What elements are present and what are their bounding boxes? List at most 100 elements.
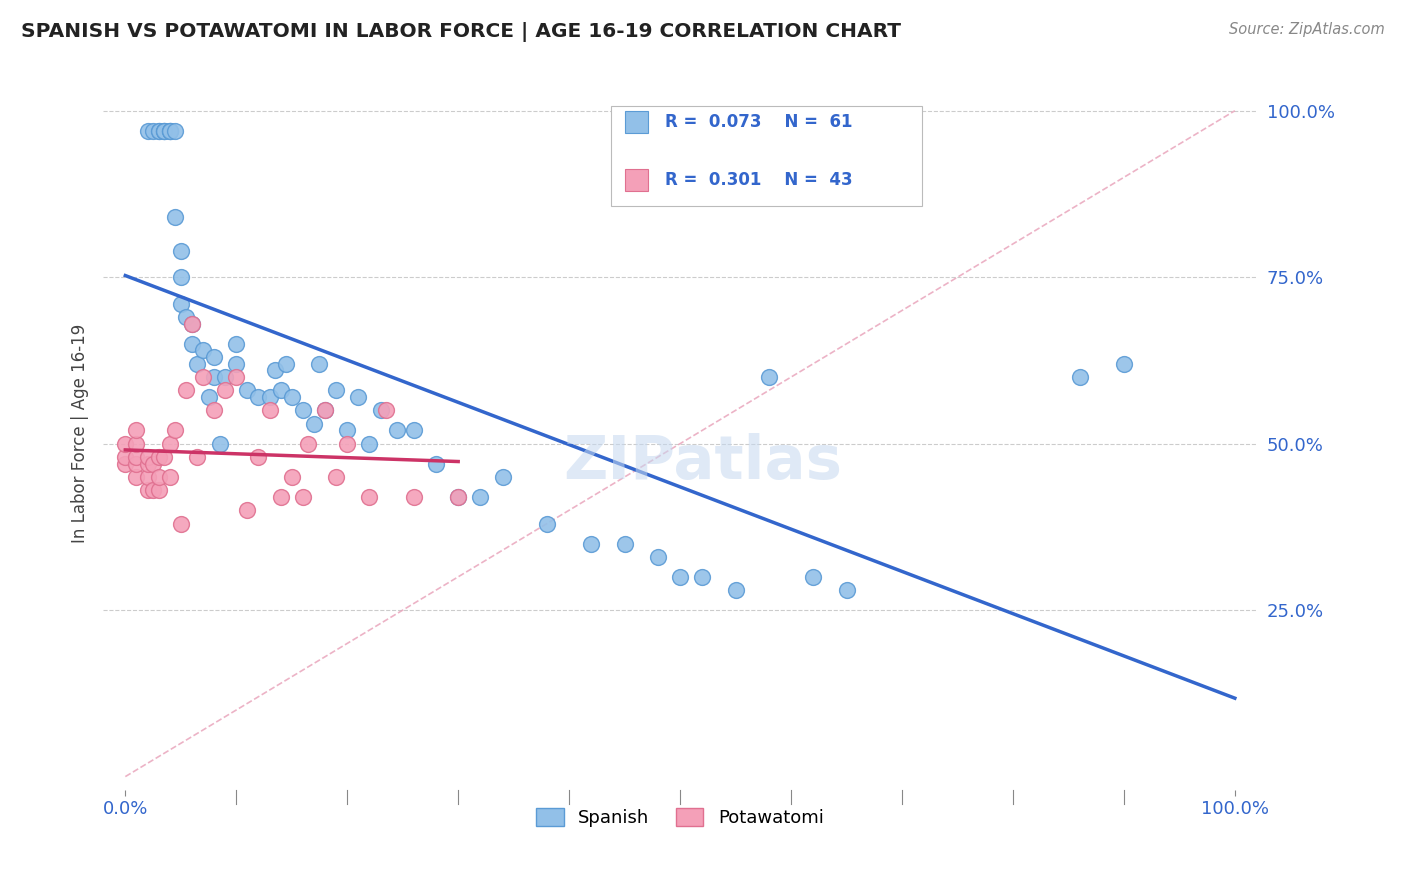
Point xyxy=(197,390,219,404)
Point xyxy=(191,370,214,384)
Point xyxy=(270,384,292,398)
Point xyxy=(125,436,148,450)
Point xyxy=(247,390,270,404)
Point xyxy=(359,436,381,450)
Point xyxy=(385,423,408,437)
Point xyxy=(153,450,176,464)
Point xyxy=(236,384,259,398)
Point xyxy=(125,457,148,471)
Point xyxy=(835,583,858,598)
Bar xyxy=(624,111,648,133)
Point xyxy=(148,124,170,138)
Point xyxy=(308,357,330,371)
Point xyxy=(202,403,225,417)
Point xyxy=(214,384,236,398)
Point xyxy=(159,124,181,138)
Point xyxy=(159,436,181,450)
Point xyxy=(297,436,319,450)
Point xyxy=(176,384,198,398)
Point xyxy=(236,503,259,517)
Point xyxy=(447,490,470,504)
Point xyxy=(136,457,159,471)
Point xyxy=(165,211,187,225)
Point xyxy=(170,297,193,311)
Point xyxy=(690,570,713,584)
Point xyxy=(142,124,165,138)
Point xyxy=(159,124,181,138)
Point xyxy=(148,124,170,138)
Point xyxy=(281,470,304,484)
Point xyxy=(170,244,193,258)
Point xyxy=(202,350,225,364)
Point xyxy=(136,450,159,464)
Bar xyxy=(624,169,648,192)
Point xyxy=(491,470,513,484)
Y-axis label: In Labor Force | Age 16-19: In Labor Force | Age 16-19 xyxy=(72,324,89,543)
Point xyxy=(314,403,336,417)
Text: R =  0.073    N =  61: R = 0.073 N = 61 xyxy=(665,112,852,131)
Point xyxy=(359,490,381,504)
Point xyxy=(176,310,198,325)
Point xyxy=(125,423,148,437)
Point xyxy=(114,450,136,464)
Point xyxy=(291,403,314,417)
Point xyxy=(264,363,287,377)
Point xyxy=(370,403,392,417)
Point xyxy=(259,390,281,404)
Point xyxy=(1112,357,1135,371)
Point xyxy=(581,536,603,550)
Point xyxy=(302,417,325,431)
Point xyxy=(165,124,187,138)
Point xyxy=(291,490,314,504)
Text: R =  0.301    N =  43: R = 0.301 N = 43 xyxy=(665,171,852,189)
Point xyxy=(259,403,281,417)
Point xyxy=(270,490,292,504)
Point xyxy=(281,390,304,404)
Legend: Spanish, Potawatomi: Spanish, Potawatomi xyxy=(529,800,831,834)
Point xyxy=(336,423,359,437)
Point xyxy=(136,124,159,138)
Point xyxy=(724,583,747,598)
Point xyxy=(669,570,692,584)
Text: Source: ZipAtlas.com: Source: ZipAtlas.com xyxy=(1229,22,1385,37)
Point xyxy=(125,470,148,484)
Point xyxy=(148,483,170,498)
Point xyxy=(325,470,347,484)
Point xyxy=(225,370,247,384)
Point xyxy=(136,470,159,484)
Point xyxy=(148,470,170,484)
Point xyxy=(125,450,148,464)
Point xyxy=(186,450,208,464)
Point xyxy=(276,357,298,371)
Point xyxy=(186,357,208,371)
FancyBboxPatch shape xyxy=(610,106,922,206)
Point xyxy=(191,343,214,358)
Point xyxy=(325,384,347,398)
Text: ZIPatlas: ZIPatlas xyxy=(564,433,842,491)
Point xyxy=(647,549,669,564)
Point xyxy=(402,490,425,504)
Point xyxy=(142,483,165,498)
Point xyxy=(159,470,181,484)
Point xyxy=(148,450,170,464)
Point xyxy=(801,570,824,584)
Point xyxy=(425,457,447,471)
Point xyxy=(336,436,359,450)
Point xyxy=(1069,370,1091,384)
Point xyxy=(208,436,231,450)
Point xyxy=(114,457,136,471)
Point xyxy=(170,516,193,531)
Point xyxy=(536,516,558,531)
Point xyxy=(447,490,470,504)
Point xyxy=(180,336,202,351)
Text: SPANISH VS POTAWATOMI IN LABOR FORCE | AGE 16-19 CORRELATION CHART: SPANISH VS POTAWATOMI IN LABOR FORCE | A… xyxy=(21,22,901,42)
Point xyxy=(153,124,176,138)
Point xyxy=(314,403,336,417)
Point xyxy=(153,124,176,138)
Point xyxy=(247,450,270,464)
Point xyxy=(159,124,181,138)
Point xyxy=(225,357,247,371)
Point xyxy=(375,403,398,417)
Point xyxy=(165,423,187,437)
Point xyxy=(347,390,370,404)
